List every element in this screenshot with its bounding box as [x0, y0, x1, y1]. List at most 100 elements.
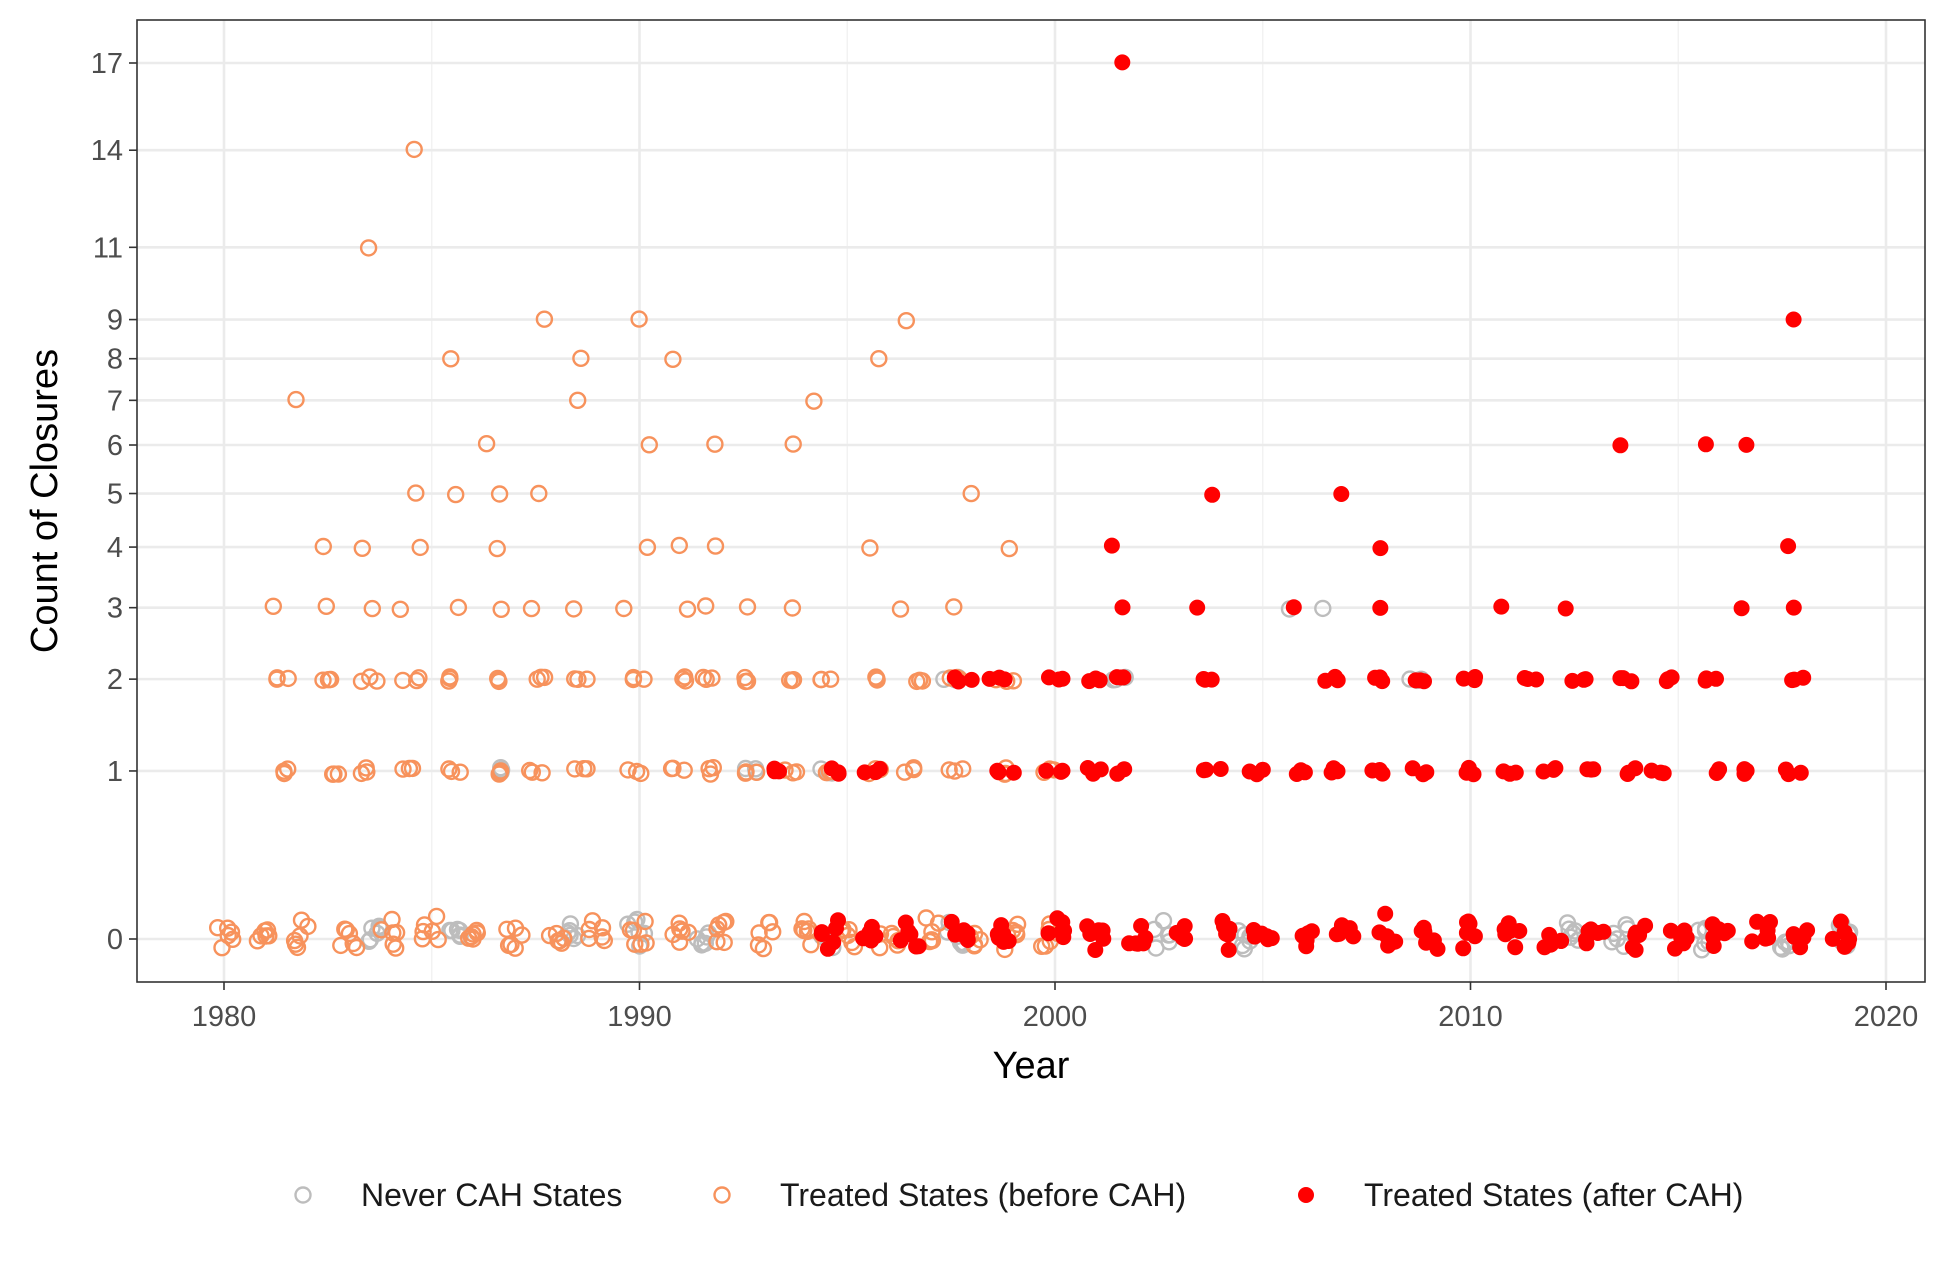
data-point [1008, 915, 1027, 933]
data-point [1697, 436, 1714, 453]
legend-key [713, 1186, 731, 1204]
data-point [704, 759, 722, 777]
data-point [679, 923, 698, 942]
y-tick-label: 0 [107, 924, 123, 956]
data-point [583, 912, 602, 930]
data-point [747, 763, 766, 781]
data-point [415, 916, 434, 934]
data-point [706, 537, 725, 555]
data-point [1662, 922, 1679, 939]
data-point [1578, 931, 1594, 948]
data-point [1675, 935, 1692, 952]
data-point [549, 932, 567, 950]
data-point [664, 350, 682, 368]
data-point [708, 933, 726, 951]
data-point [1519, 671, 1536, 687]
data-point [1384, 934, 1401, 951]
data-point [764, 923, 782, 941]
data-point [1627, 760, 1644, 777]
data-point [1467, 669, 1484, 685]
data-point [1195, 762, 1212, 779]
data-point [737, 763, 755, 781]
data-point [411, 538, 429, 557]
data-point [1832, 913, 1849, 930]
data-point [946, 762, 964, 780]
data-point [989, 926, 1006, 943]
data-point [1000, 539, 1018, 558]
data-point [286, 935, 305, 953]
data-point [922, 931, 941, 949]
data-point [1792, 764, 1809, 781]
data-point [1189, 599, 1206, 616]
data-point [357, 759, 375, 777]
data-point [569, 670, 587, 688]
data-point [638, 538, 657, 556]
data-point [1777, 761, 1794, 778]
data-point [1372, 599, 1389, 616]
data-point [429, 930, 447, 949]
data-point [1285, 599, 1302, 616]
data-point [451, 763, 469, 781]
data-point [521, 761, 539, 780]
data-point [706, 435, 724, 453]
data-point [1557, 600, 1574, 617]
data-point [708, 920, 726, 938]
data-point [1212, 761, 1229, 777]
data-point [321, 670, 340, 689]
data-point [1331, 925, 1348, 942]
data-point [1087, 942, 1104, 958]
data-point [1738, 436, 1755, 453]
data-point [856, 764, 873, 781]
data-point [1407, 672, 1424, 689]
legend-item: Treated States (after CAH) [1298, 1177, 1743, 1213]
data-point [1535, 763, 1552, 780]
data-point [287, 390, 305, 409]
data-point [664, 759, 682, 777]
x-axis-title: Year [993, 1045, 1070, 1087]
data-point [530, 484, 548, 503]
data-point [671, 920, 689, 938]
data-point [910, 938, 927, 955]
data-point [615, 599, 633, 618]
data-point [1377, 905, 1394, 922]
y-axis-title: Count of Closures [24, 349, 66, 653]
data-point [1507, 764, 1524, 781]
data-point [1413, 922, 1430, 939]
data-point [1121, 935, 1138, 952]
data-point [540, 926, 559, 945]
data-point [624, 921, 643, 940]
y-tick-label: 6 [107, 430, 123, 462]
data-point [812, 670, 830, 689]
data-point [535, 668, 554, 687]
data-point [1459, 914, 1475, 931]
data-point [394, 671, 412, 690]
data-point [1204, 486, 1221, 503]
data-point [805, 392, 823, 410]
data-point [1116, 761, 1133, 778]
data-point [863, 918, 880, 935]
x-tick-label: 2020 [1854, 1001, 1919, 1033]
data-point [1603, 933, 1621, 951]
data-point [996, 671, 1013, 688]
data-point [1329, 763, 1346, 780]
data-point [547, 924, 566, 943]
data-point [218, 919, 237, 937]
data-point [325, 765, 343, 783]
data-point [414, 922, 432, 941]
data-point [1824, 930, 1841, 947]
data-point [1493, 598, 1510, 615]
series-1 [208, 140, 1067, 959]
data-point [1032, 937, 1051, 955]
data-point [279, 669, 297, 688]
y-tick-label: 7 [107, 385, 123, 417]
data-point [959, 932, 976, 948]
data-point [1367, 669, 1384, 686]
data-point [329, 765, 348, 783]
data-point [696, 934, 714, 953]
data-point [391, 600, 409, 618]
data-point [766, 760, 783, 777]
data-point [1589, 925, 1606, 941]
x-tick-label: 1980 [192, 1001, 257, 1033]
